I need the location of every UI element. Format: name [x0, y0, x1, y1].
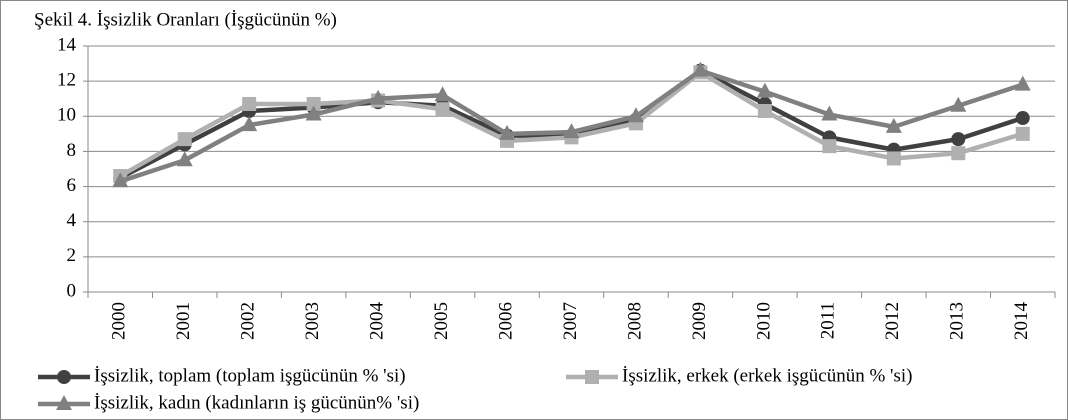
- data-point: [434, 86, 451, 102]
- x-tick-label: 2011: [818, 302, 839, 339]
- y-tick-label: 12: [57, 70, 76, 91]
- data-point: [112, 172, 129, 188]
- data-point: [951, 146, 966, 161]
- data-point: [499, 124, 516, 140]
- x-tick-label: 2004: [366, 302, 387, 341]
- y-tick-label: 0: [67, 280, 77, 301]
- legend-label: İşsizlik, kadın (kadınların iş gücünün% …: [94, 392, 419, 413]
- y-tick-label: 14: [57, 34, 77, 55]
- data-point: [1015, 126, 1030, 141]
- data-point: [435, 102, 450, 117]
- x-tick-label: 2012: [882, 302, 903, 340]
- data-point: [757, 104, 772, 119]
- data-point: [177, 132, 192, 147]
- x-tick-label: 2014: [1011, 301, 1032, 340]
- data-point: [886, 151, 901, 166]
- legend-marker: [585, 370, 599, 384]
- x-tick-label: 2009: [689, 302, 710, 340]
- y-tick-label: 10: [57, 105, 76, 126]
- legend-marker: [57, 370, 71, 384]
- x-tick-label: 2002: [238, 302, 259, 340]
- x-tick-label: 2005: [431, 302, 452, 340]
- data-point: [950, 96, 967, 112]
- data-point: [563, 123, 580, 139]
- data-point: [242, 96, 257, 111]
- legend-marker: [56, 395, 72, 410]
- x-tick-label: 2013: [947, 302, 968, 340]
- data-point: [692, 61, 709, 77]
- x-tick-label: 2006: [495, 302, 516, 340]
- y-tick-label: 2: [67, 245, 77, 266]
- data-point: [627, 107, 644, 123]
- y-tick-label: 8: [67, 140, 77, 161]
- x-tick-label: 2007: [560, 302, 581, 340]
- data-point: [885, 117, 902, 133]
- y-tick-label: 6: [67, 175, 77, 196]
- data-point: [305, 105, 322, 121]
- x-tick-label: 2008: [624, 302, 645, 340]
- data-point: [821, 105, 838, 121]
- x-tick-label: 2001: [173, 302, 194, 340]
- data-point: [756, 82, 773, 98]
- x-tick-label: 2000: [109, 302, 130, 340]
- y-tick-label: 4: [67, 210, 77, 231]
- data-point: [306, 96, 321, 111]
- data-point: [1015, 111, 1030, 126]
- chart-title: Şekil 4. İşsizlik Oranları (İşgücünün %): [34, 9, 337, 30]
- data-point: [822, 139, 837, 154]
- legend-label: İşsizlik, toplam (toplam işgücünün % 'si…: [94, 365, 406, 386]
- x-tick-label: 2003: [302, 302, 323, 340]
- data-point: [370, 89, 387, 105]
- data-point: [241, 116, 258, 132]
- data-point: [1014, 75, 1031, 91]
- data-point: [951, 132, 966, 147]
- legend-label: İşsizlik, erkek (erkek işgücünün % 'si): [622, 365, 912, 386]
- x-tick-label: 2010: [753, 302, 774, 340]
- data-point: [176, 151, 193, 167]
